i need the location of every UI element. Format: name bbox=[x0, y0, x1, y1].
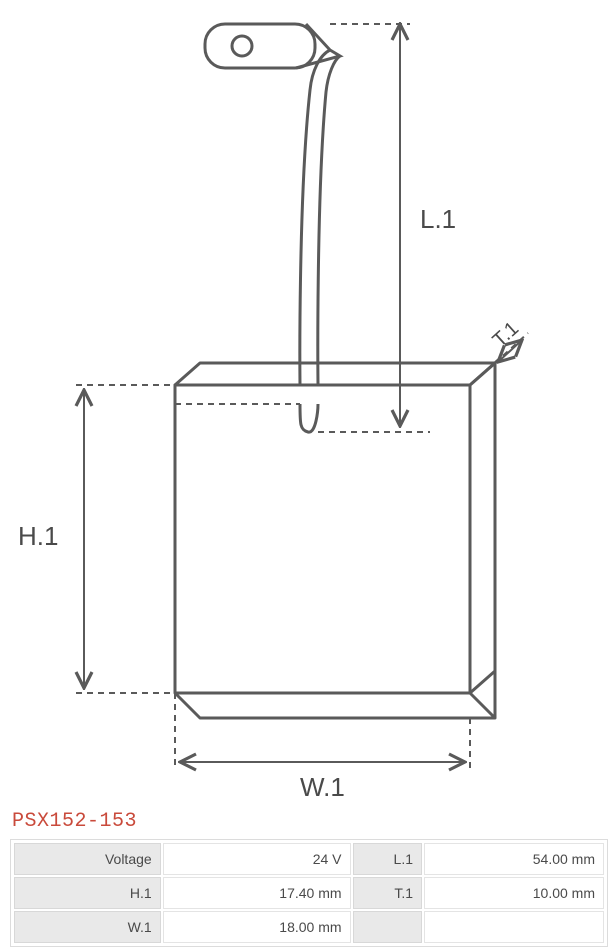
spec-value: 18.00 mm bbox=[163, 911, 351, 943]
spec-value: 24 V bbox=[163, 843, 351, 875]
label-W1: W.1 bbox=[300, 772, 345, 802]
spec-label: L.1 bbox=[353, 843, 422, 875]
table-row: Voltage 24 V L.1 54.00 mm bbox=[14, 843, 604, 875]
technical-diagram: L.1 H.1 W.1 T.1 bbox=[0, 0, 608, 810]
label-H1: H.1 bbox=[18, 521, 58, 551]
spec-label bbox=[353, 911, 422, 943]
spec-value: 17.40 mm bbox=[163, 877, 351, 909]
spec-label: T.1 bbox=[353, 877, 422, 909]
lead-wire bbox=[205, 24, 340, 385]
spec-label: H.1 bbox=[14, 877, 161, 909]
label-T1: T.1 bbox=[489, 318, 524, 352]
spec-label: Voltage bbox=[14, 843, 161, 875]
table-row: W.1 18.00 mm bbox=[14, 911, 604, 943]
spec-value bbox=[424, 911, 604, 943]
part-number-title: PSX152-153 bbox=[0, 810, 608, 839]
label-L1: L.1 bbox=[420, 204, 456, 234]
brush-diagram-svg: L.1 H.1 W.1 T.1 bbox=[0, 0, 608, 810]
table-row: H.1 17.40 mm T.1 10.00 mm bbox=[14, 877, 604, 909]
spec-table: Voltage 24 V L.1 54.00 mm H.1 17.40 mm T… bbox=[10, 839, 608, 947]
spec-label: W.1 bbox=[14, 911, 161, 943]
brush-body bbox=[175, 363, 495, 718]
spec-value: 54.00 mm bbox=[424, 843, 604, 875]
spec-value: 10.00 mm bbox=[424, 877, 604, 909]
